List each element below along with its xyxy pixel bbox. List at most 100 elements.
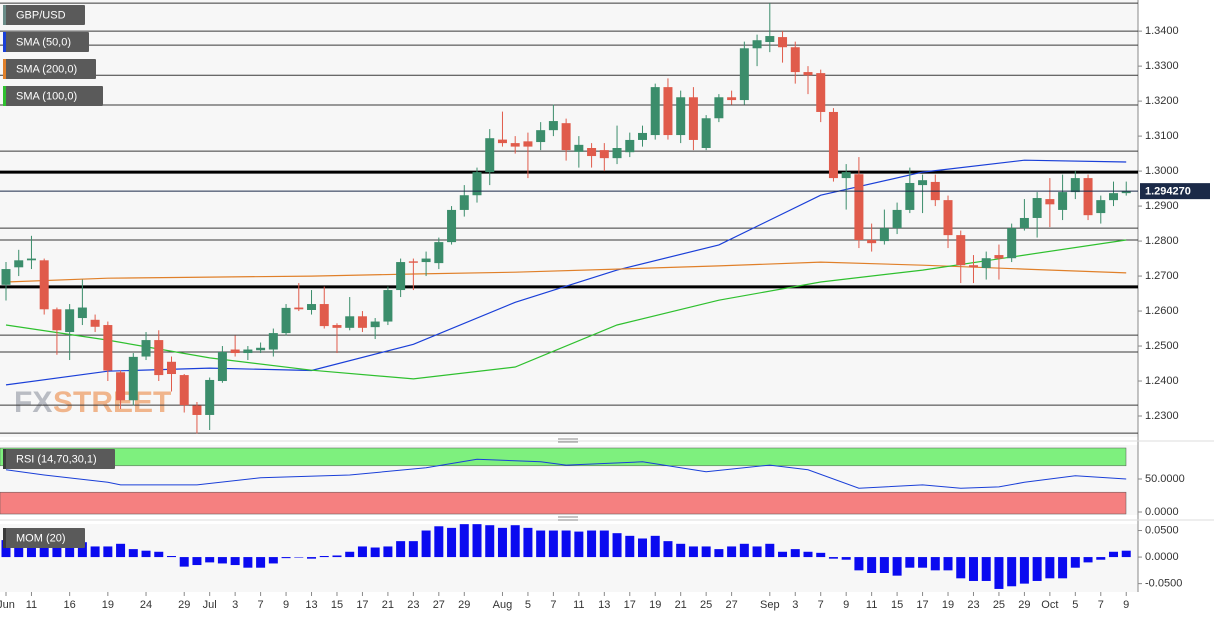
mom-bar <box>268 557 278 564</box>
candle-body <box>841 172 851 179</box>
legend-label: GBP/USD <box>16 9 66 21</box>
candle-body <box>523 141 533 147</box>
mom-bar <box>625 535 635 558</box>
mom-bar <box>345 551 355 558</box>
mom-bar <box>90 546 100 558</box>
candle-body <box>1109 193 1119 201</box>
mom-bar <box>281 557 291 559</box>
mom-bar <box>663 541 673 558</box>
candle-body <box>345 316 355 328</box>
y-tick-label: 0.0500 <box>1145 524 1179 536</box>
candle-body <box>854 174 864 241</box>
candle-body <box>357 316 367 328</box>
mom-bar <box>918 557 928 568</box>
mom-bar <box>574 531 584 558</box>
x-tick-label: 19 <box>942 599 954 611</box>
y-tick-label: 1.3300 <box>1145 60 1179 72</box>
rsi-line <box>5 458 1127 489</box>
candle-body <box>459 195 469 210</box>
x-tick-label: 15 <box>331 599 343 611</box>
mom-bar <box>727 546 737 558</box>
mom-bar <box>956 557 966 579</box>
x-tick-label: 17 <box>624 599 636 611</box>
candle-body <box>688 97 698 140</box>
resize-handle[interactable] <box>558 438 578 521</box>
candle-body <box>77 307 87 319</box>
mom-bar <box>714 549 724 558</box>
mom-bar <box>701 546 711 558</box>
overbought-band <box>0 447 1127 467</box>
candle-body <box>803 72 813 76</box>
x-tick-label: Jun <box>0 599 15 611</box>
mom-bar <box>154 551 164 558</box>
candle-body <box>447 209 457 243</box>
sma-line <box>5 239 1127 380</box>
candle-body <box>472 172 482 196</box>
legend-box <box>3 5 85 25</box>
mom-bar <box>332 555 342 558</box>
sma-line <box>5 159 1127 386</box>
mom-bar <box>485 525 495 558</box>
legend-label: SMA (200,0) <box>16 63 77 75</box>
y-tick-label: 1.2300 <box>1145 410 1179 422</box>
x-tick-label: 11 <box>26 599 37 611</box>
mom-bar <box>892 557 902 576</box>
x-tick-label: 7 <box>1098 599 1104 611</box>
last-price-label: 1.294270 <box>1145 186 1191 198</box>
candle-body <box>26 258 36 261</box>
x-tick-label: Aug <box>493 599 513 611</box>
x-tick-label: 13 <box>305 599 317 611</box>
x-tick-label: 11 <box>573 599 584 611</box>
x-tick-label: 9 <box>843 599 849 611</box>
mom-bar <box>472 524 482 558</box>
mom-bar <box>166 556 176 558</box>
mom-bar <box>459 524 469 558</box>
x-tick-label: 17 <box>356 599 368 611</box>
candle-body <box>574 144 584 152</box>
candle-body <box>828 111 838 179</box>
x-tick-label: 29 <box>1018 599 1030 611</box>
y-tick-label: 1.3100 <box>1145 130 1179 142</box>
candle-body <box>879 228 889 242</box>
mom-bar <box>510 525 520 558</box>
candle-body <box>256 347 266 351</box>
candle-body <box>1096 200 1106 214</box>
mom-bar <box>77 542 87 558</box>
candle-body <box>1032 198 1042 218</box>
mom-bar <box>981 557 991 581</box>
y-tick-label: 0.0000 <box>1145 551 1179 563</box>
candle-body <box>587 147 597 157</box>
mom-bar <box>1096 557 1106 560</box>
legend-box <box>3 86 103 106</box>
mom-bar <box>1058 557 1068 579</box>
x-tick-label: 15 <box>891 599 903 611</box>
candle-body <box>625 139 635 153</box>
mom-bar <box>65 541 75 558</box>
mom-bar <box>841 557 851 560</box>
mom-bar <box>816 552 826 558</box>
candle-body <box>638 132 647 140</box>
mom-bar <box>587 530 597 558</box>
candle-body <box>485 138 495 173</box>
mom-bar <box>370 547 380 558</box>
mom-bar <box>828 557 838 559</box>
mom-bar <box>739 543 749 558</box>
candle-body <box>370 321 380 328</box>
candle-body <box>408 261 418 263</box>
candle-body <box>892 209 902 229</box>
candle-body <box>39 260 49 310</box>
legend-box <box>3 449 115 469</box>
candle-body <box>905 182 915 210</box>
mom-bar <box>1019 557 1029 584</box>
candle-body <box>14 260 24 268</box>
x-tick-label: 16 <box>64 599 76 611</box>
candle-body <box>676 97 686 136</box>
mom-bar <box>192 557 202 566</box>
mom-bar <box>294 557 304 558</box>
candle-body <box>918 180 928 186</box>
x-tick-label: 27 <box>433 599 445 611</box>
mom-bar <box>1070 557 1080 568</box>
mom-bar <box>1032 557 1042 581</box>
legend-box <box>3 32 89 52</box>
last-price-box <box>1140 183 1210 200</box>
